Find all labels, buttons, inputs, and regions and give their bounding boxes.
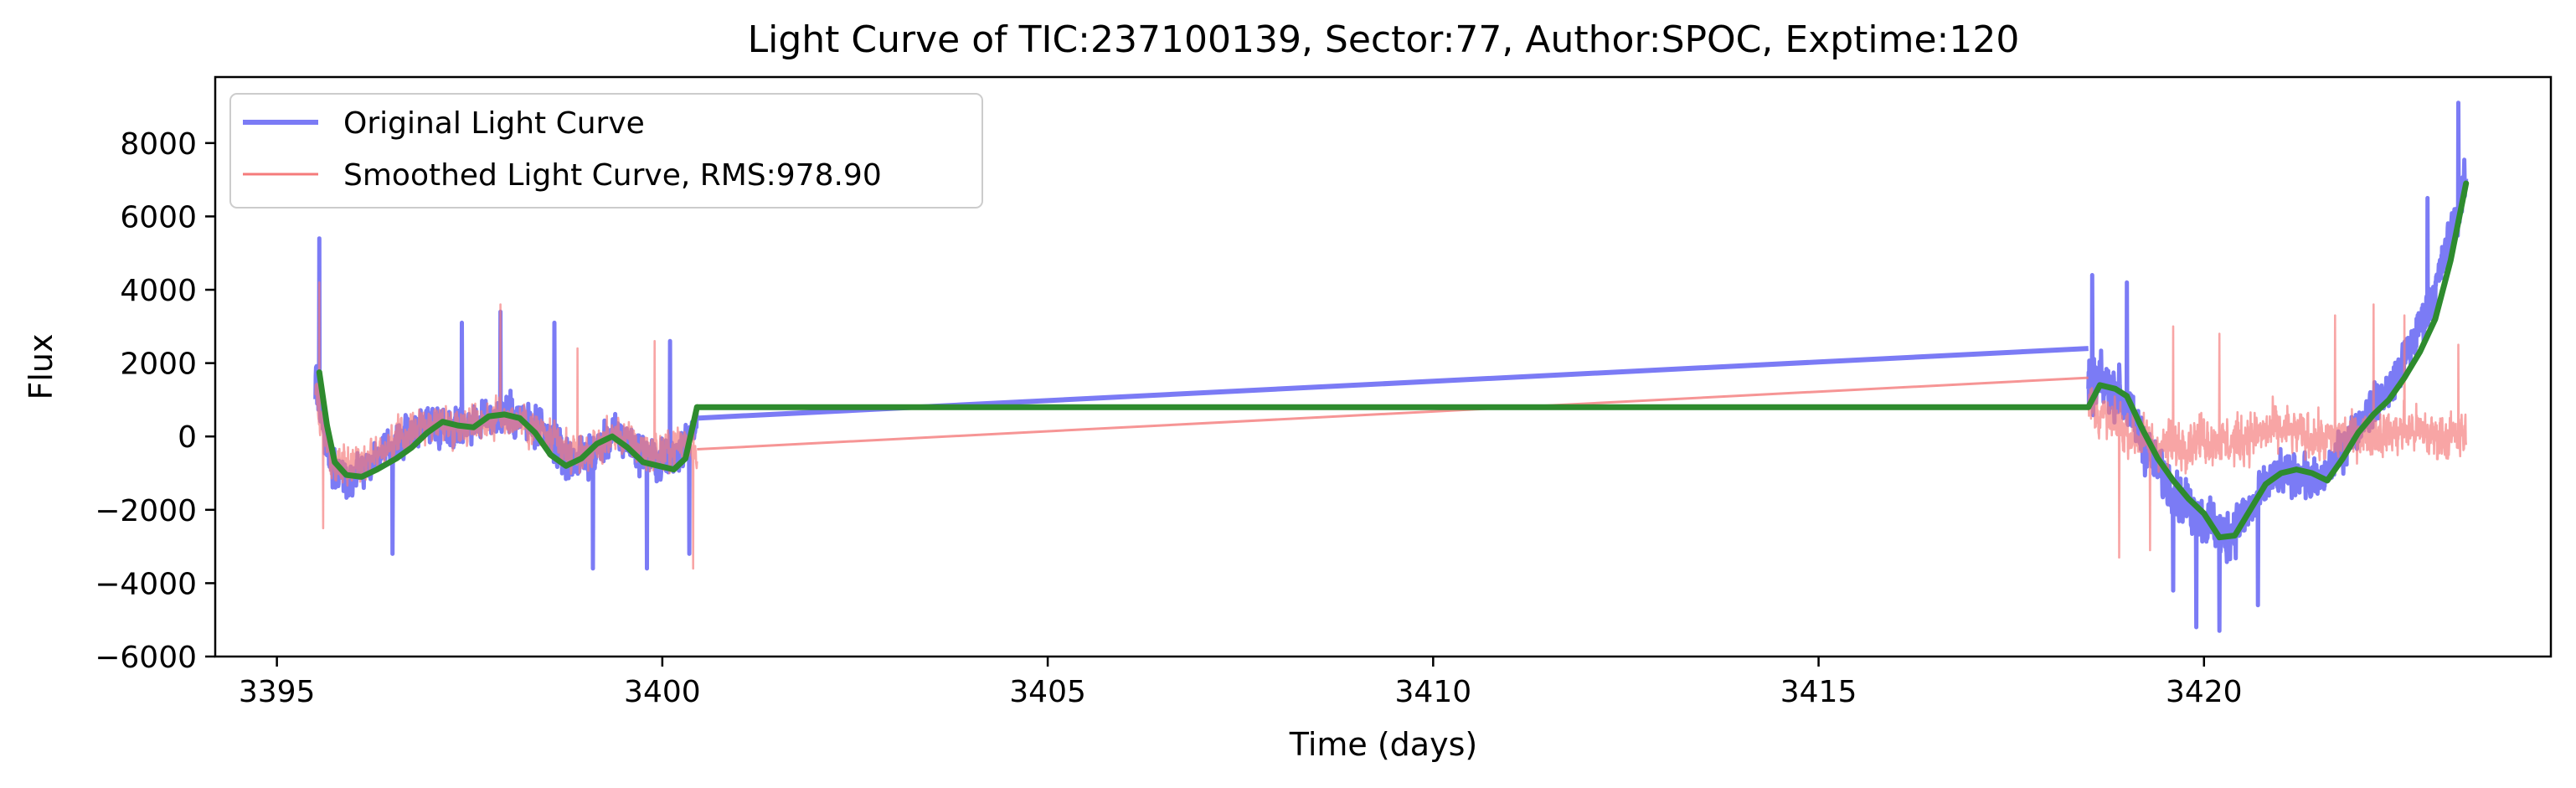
y-tick-label: 8000 — [120, 127, 197, 162]
legend-box — [229, 93, 983, 209]
legend: Original Light Curve Smoothed Light Curv… — [229, 93, 983, 209]
y-axis-ticks: −6000 −4000 −2000 0 2000 4000 6000 8000 — [95, 127, 215, 675]
y-tick-label: 6000 — [120, 200, 197, 234]
x-tick-label: 3405 — [1009, 675, 1086, 709]
y-tick-label: 4000 — [120, 274, 197, 308]
series-smoothed-gap-line — [697, 376, 2089, 451]
plot-frame — [214, 75, 2553, 658]
x-tick-label: 3415 — [1780, 675, 1857, 709]
y-tick-label: 0 — [178, 420, 197, 455]
series-trend-segment-1 — [316, 369, 700, 480]
series-trend — [316, 180, 2470, 541]
y-axis-label: Flux — [23, 334, 59, 400]
y-tick-label: −2000 — [95, 494, 197, 528]
x-axis-label: Time (days) — [1289, 726, 1477, 763]
x-tick-label: 3395 — [239, 675, 316, 709]
y-tick-label: −4000 — [95, 567, 197, 601]
series-trend-segment-3 — [2085, 180, 2470, 541]
x-axis-ticks: 3395 3400 3405 3410 3415 3420 — [239, 657, 2243, 709]
chart-title: Light Curve of TIC:237100139, Sector:77,… — [748, 18, 2020, 61]
series-layer — [313, 100, 2470, 633]
x-tick-label: 3410 — [1395, 675, 1472, 709]
x-tick-label: 3400 — [624, 675, 701, 709]
y-tick-label: −6000 — [95, 641, 197, 675]
legend-label-original: Original Light Curve — [343, 106, 645, 141]
y-tick-label: 2000 — [120, 348, 197, 382]
x-tick-label: 3420 — [2166, 675, 2243, 709]
legend-label-smoothed: Smoothed Light Curve, RMS:978.90 — [343, 158, 882, 193]
